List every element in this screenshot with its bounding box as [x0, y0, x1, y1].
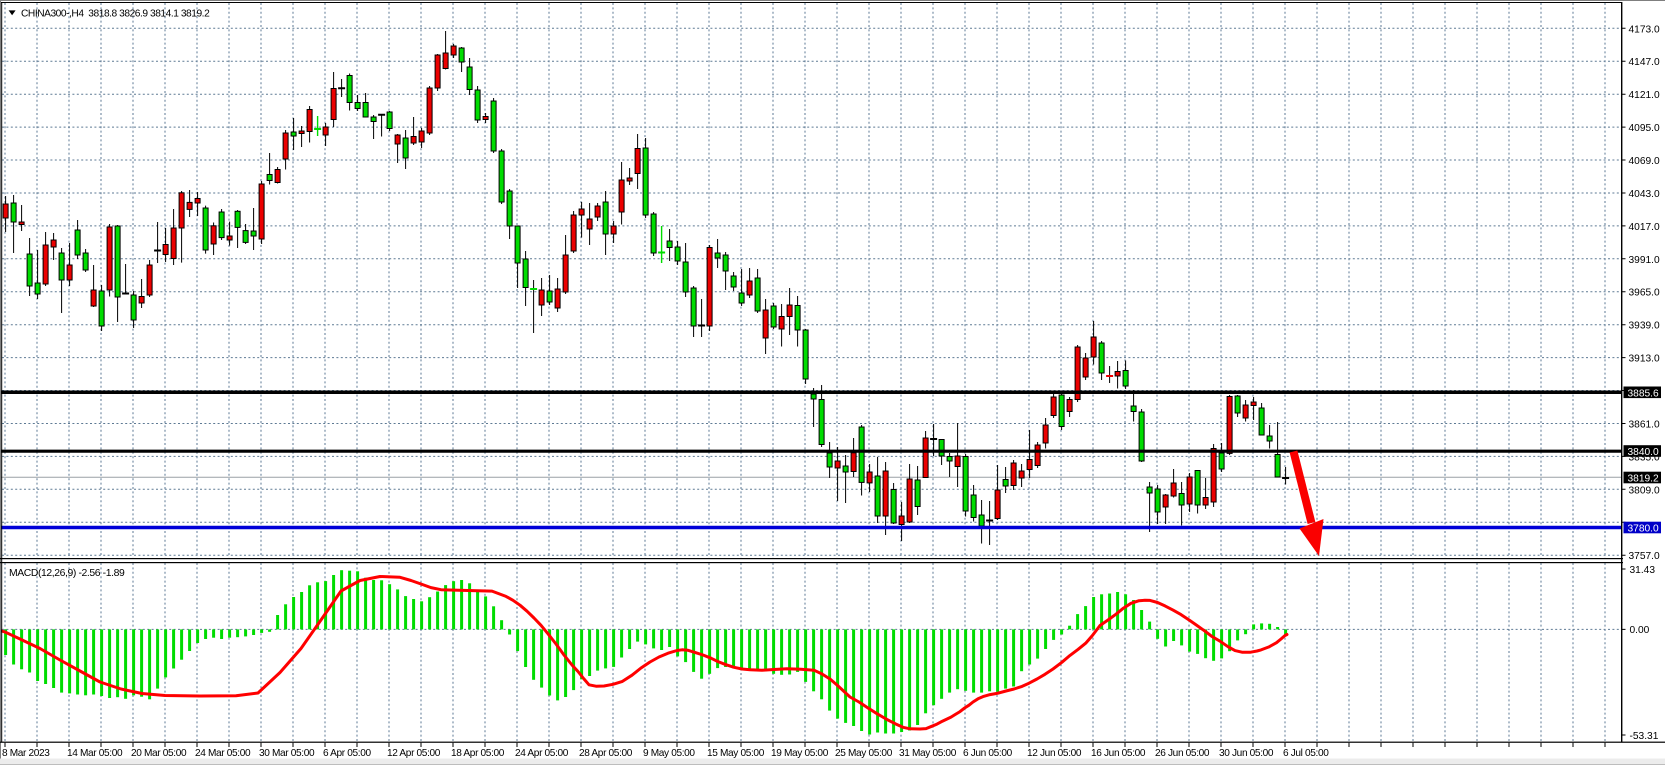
svg-text:4043.0: 4043.0: [1629, 189, 1660, 200]
svg-text:25 May 05:00: 25 May 05:00: [835, 748, 893, 759]
svg-text:4017.0: 4017.0: [1629, 222, 1660, 233]
svg-text:4147.0: 4147.0: [1629, 57, 1660, 68]
svg-text:3819.2: 3819.2: [1628, 474, 1659, 485]
svg-text:9 May 05:00: 9 May 05:00: [643, 748, 695, 759]
svg-text:8 Mar 2023: 8 Mar 2023: [2, 748, 50, 759]
svg-text:3757.0: 3757.0: [1629, 551, 1660, 562]
svg-text:6 Jun 05:00: 6 Jun 05:00: [963, 748, 1013, 759]
svg-text:6 Jul 05:00: 6 Jul 05:00: [1283, 748, 1329, 759]
svg-text:12 Jun 05:00: 12 Jun 05:00: [1027, 748, 1082, 759]
svg-text:24 Mar 05:00: 24 Mar 05:00: [195, 748, 251, 759]
svg-text:3913.0: 3913.0: [1629, 354, 1660, 365]
svg-text:20 Mar 05:00: 20 Mar 05:00: [131, 748, 187, 759]
svg-text:30 Mar 05:00: 30 Mar 05:00: [259, 748, 315, 759]
svg-text:19 May 05:00: 19 May 05:00: [771, 748, 829, 759]
svg-text:18 Apr 05:00: 18 Apr 05:00: [451, 748, 505, 759]
svg-text:6 Apr 05:00: 6 Apr 05:00: [323, 748, 372, 759]
svg-text:26 Jun 05:00: 26 Jun 05:00: [1155, 748, 1210, 759]
svg-text:3840.0: 3840.0: [1628, 447, 1659, 458]
svg-text:4069.0: 4069.0: [1629, 156, 1660, 167]
svg-text:4121.0: 4121.0: [1629, 90, 1660, 101]
svg-text:3861.0: 3861.0: [1629, 420, 1660, 431]
svg-text:4173.0: 4173.0: [1629, 24, 1660, 35]
svg-text:CHINA300-,H4 3818.8 3826.9 38: CHINA300-,H4 3818.8 3826.9 3814.1 3819.2: [21, 9, 210, 20]
svg-text:3885.6: 3885.6: [1628, 388, 1659, 399]
svg-text:4095.0: 4095.0: [1629, 123, 1660, 134]
svg-text:14 Mar 05:00: 14 Mar 05:00: [67, 748, 123, 759]
svg-text:3991.0: 3991.0: [1629, 255, 1660, 266]
svg-text:3809.0: 3809.0: [1629, 485, 1660, 496]
svg-text:3939.0: 3939.0: [1629, 321, 1660, 332]
svg-text:30 Jun 05:00: 30 Jun 05:00: [1219, 748, 1274, 759]
svg-text:3835.0: 3835.0: [1629, 452, 1660, 463]
svg-text:31 May 05:00: 31 May 05:00: [899, 748, 957, 759]
svg-text:28 Apr 05:00: 28 Apr 05:00: [579, 748, 633, 759]
svg-text:24 Apr 05:00: 24 Apr 05:00: [515, 748, 569, 759]
svg-text:15 May 05:00: 15 May 05:00: [707, 748, 765, 759]
svg-text:31.43: 31.43: [1630, 565, 1656, 576]
svg-text:3780.0: 3780.0: [1628, 524, 1659, 535]
svg-text:-53.31: -53.31: [1630, 731, 1659, 742]
svg-text:16 Jun 05:00: 16 Jun 05:00: [1091, 748, 1146, 759]
svg-text:3965.0: 3965.0: [1629, 288, 1660, 299]
svg-text:MACD(12,26,9) -2.56 -1.89: MACD(12,26,9) -2.56 -1.89: [9, 568, 125, 579]
svg-text:12 Apr 05:00: 12 Apr 05:00: [387, 748, 441, 759]
svg-text:0.00: 0.00: [1630, 625, 1650, 636]
